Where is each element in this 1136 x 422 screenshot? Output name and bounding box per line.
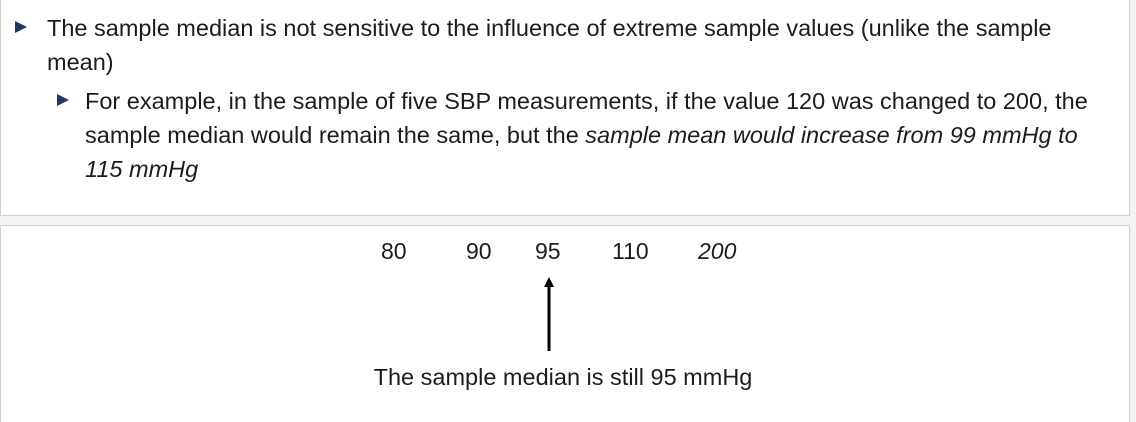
sample-value-median: 95 (535, 238, 561, 264)
sample-value: 90 (466, 238, 492, 264)
sample-values-row: 80 90 95 110 200 (0, 236, 1130, 266)
bullet-triangle-icon (15, 21, 27, 33)
example-panel (0, 225, 1130, 422)
bullet-text-italic: sample mean would increase from 99 mmHg … (85, 122, 1078, 182)
median-caption-text: The sample median is still 95 mmHg (373, 364, 753, 390)
sample-value: 110 (612, 238, 649, 264)
sample-value-changed: 200 (698, 238, 737, 264)
median-caption: The sample median is still 95 mmHg (0, 362, 1130, 392)
sub-bullet-triangle-icon (57, 94, 69, 106)
bullet-text-level1: The sample median is not sensitive to th… (47, 15, 1052, 75)
bullet-text-plain: For example, in the sample of five SBP m… (85, 88, 1088, 148)
bullet-text-level2: For example, in the sample of five SBP m… (85, 84, 1120, 186)
sample-value: 80 (381, 238, 407, 264)
bullet-panel: The sample median is not sensitive to th… (0, 0, 1130, 216)
up-arrow-icon (544, 277, 554, 351)
